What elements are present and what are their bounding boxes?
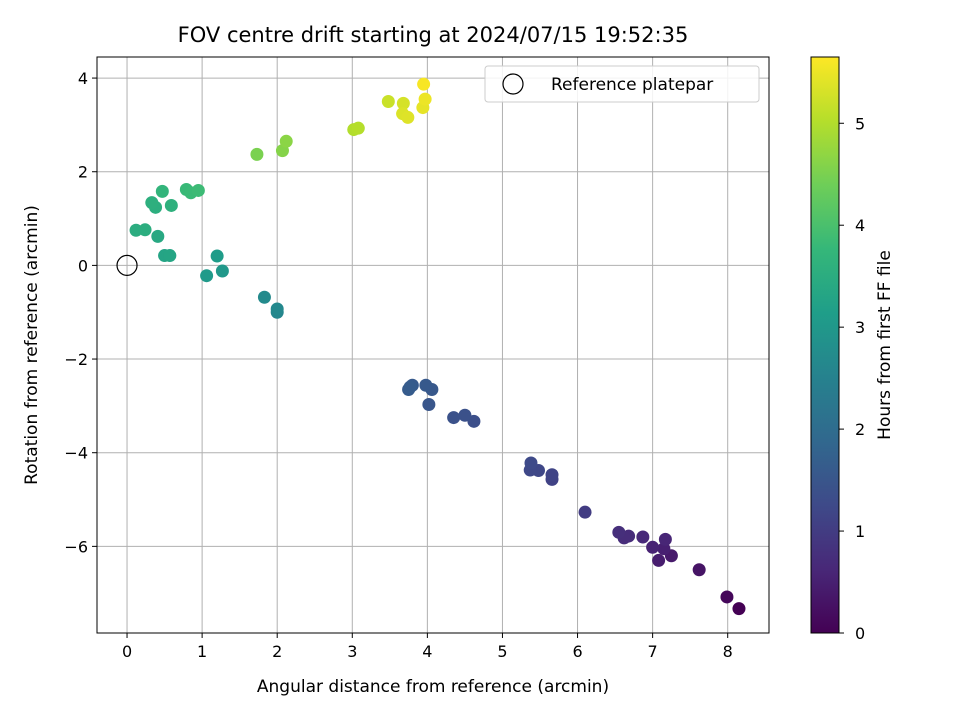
data-point	[720, 590, 734, 604]
x-tick-label: 2	[272, 642, 282, 661]
data-point	[215, 264, 229, 278]
data-point	[458, 408, 472, 422]
data-point	[417, 77, 431, 91]
y-axis-label: Rotation from reference (arcmin)	[22, 205, 42, 485]
data-point	[145, 196, 159, 210]
data-point	[401, 110, 415, 124]
x-tick-label: 1	[197, 642, 207, 661]
data-point	[279, 134, 293, 148]
y-tick-label: −6	[64, 537, 88, 556]
data-point	[381, 94, 395, 108]
x-tick-label: 3	[347, 642, 357, 661]
data-point	[545, 468, 559, 482]
y-tick-label: 4	[78, 69, 88, 88]
x-tick-label: 5	[497, 642, 507, 661]
colorbar-frame	[810, 56, 840, 634]
colorbar-gradient	[811, 57, 839, 633]
legend-label-reference: Reference platepar	[551, 75, 713, 95]
colorbar-tick-label: 2	[855, 420, 865, 439]
legend-marker-reference	[502, 73, 524, 95]
data-point	[447, 411, 461, 425]
colorbar-tick-label: 0	[855, 624, 865, 643]
y-tick-label: −4	[64, 444, 88, 463]
x-tick-label: 4	[422, 642, 432, 661]
y-tick-label: 0	[78, 256, 88, 275]
data-point	[351, 121, 365, 135]
colorbar-tick-label: 5	[855, 114, 865, 133]
colorbar-tick-label: 1	[855, 522, 865, 541]
x-tick-label: 8	[723, 642, 733, 661]
data-point	[422, 397, 436, 411]
legend: Reference platepar	[484, 65, 760, 103]
data-point	[164, 198, 178, 212]
colorbar-label: Hours from first FF file	[875, 250, 895, 440]
chart-title: FOV centre drift starting at 2024/07/15 …	[178, 23, 689, 47]
x-tick-label: 0	[122, 642, 132, 661]
y-tick-label: 2	[78, 163, 88, 182]
x-tick-label: 6	[572, 642, 582, 661]
data-point	[732, 602, 746, 616]
data-point	[692, 563, 706, 577]
x-tick-label: 7	[648, 642, 658, 661]
x-axis-ticks: 0 1 2 3 4 5 6 7 8	[122, 633, 733, 661]
y-axis-ticks: −6 −4 −2 0 2 4	[64, 69, 97, 556]
data-point	[403, 380, 417, 394]
colorbar-tick-label: 4	[855, 216, 865, 235]
data-point	[636, 530, 650, 544]
data-point	[612, 525, 626, 539]
data-point	[210, 249, 224, 263]
data-point	[658, 532, 672, 546]
data-point	[163, 249, 177, 263]
data-point	[524, 456, 538, 470]
y-tick-label: −2	[64, 350, 88, 369]
legend-box	[484, 65, 760, 103]
data-point	[257, 290, 271, 304]
reference-platepar-marker	[116, 254, 138, 276]
data-point	[200, 269, 214, 283]
data-point	[155, 184, 169, 198]
data-point	[138, 223, 152, 237]
data-point	[646, 540, 660, 554]
plot-frame	[96, 56, 770, 634]
data-point	[419, 378, 433, 392]
data-point	[418, 92, 432, 106]
colorbar-ticks: 0 1 2 3 4 5	[839, 114, 865, 643]
colorbar-tick-label: 3	[855, 318, 865, 337]
data-point	[578, 505, 592, 519]
data-point	[396, 96, 410, 110]
data-point	[191, 183, 205, 197]
data-point	[151, 229, 165, 243]
colorbar: 0 1 2 3 4 5 Hours from first FF file	[810, 56, 895, 643]
data-points	[116, 77, 746, 616]
x-axis-label: Angular distance from reference (arcmin)	[257, 677, 609, 697]
data-point	[250, 147, 264, 161]
data-point	[270, 302, 284, 316]
data-point	[652, 553, 666, 567]
